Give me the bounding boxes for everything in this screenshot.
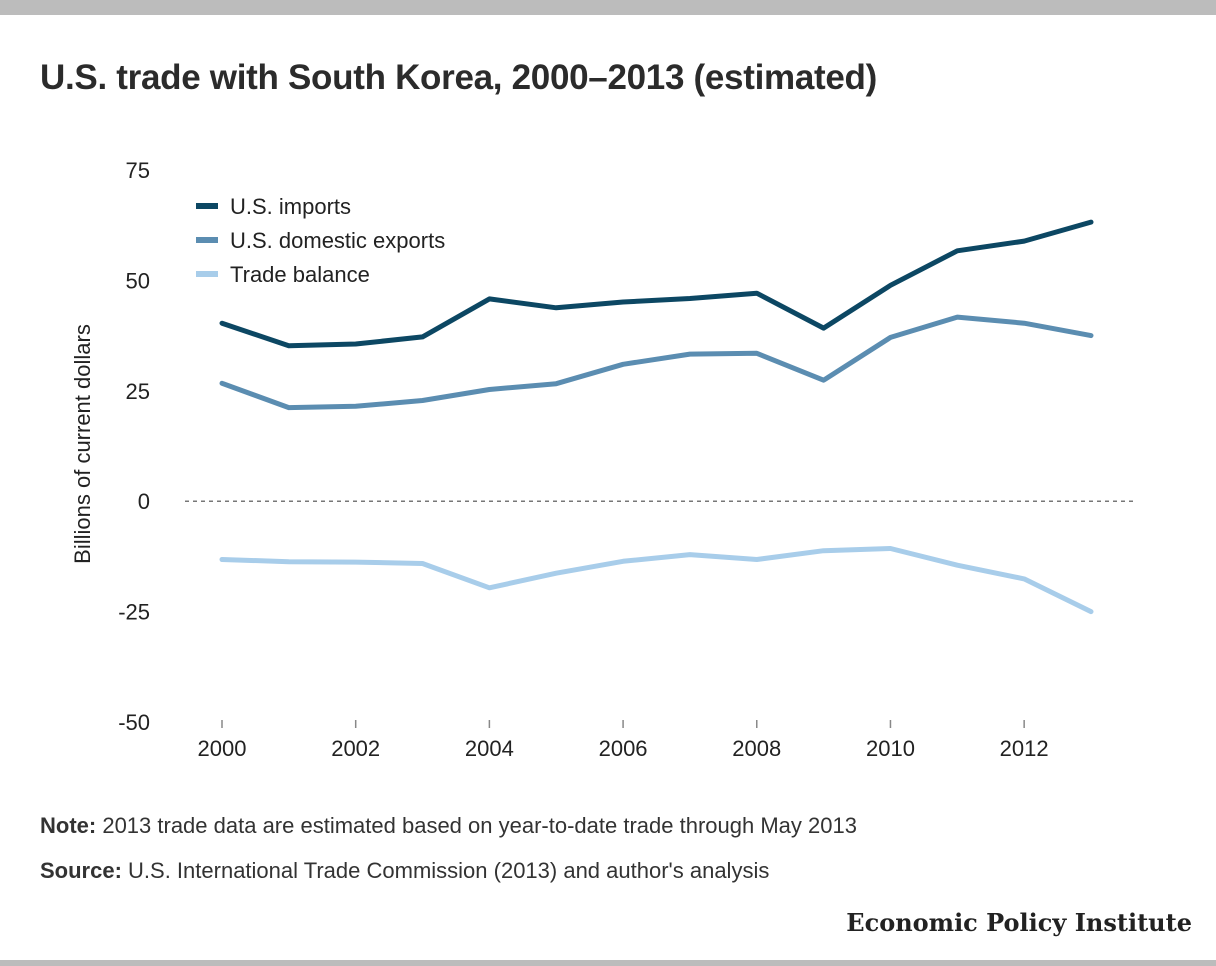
line-chart: 75 50 25 0 -25 -50 Billions of current dollars… — [70, 158, 1136, 761]
y-tick-label: 0 — [138, 489, 150, 514]
x-tick-label: 2008 — [732, 736, 781, 761]
y-tick-label: -25 — [118, 600, 150, 625]
x-axis: 2000 2002 2004 2006 2008 2010 2012 — [198, 720, 1049, 761]
note-text: 2013 trade data are estimated based on y… — [96, 813, 857, 838]
y-tick-label: 50 — [126, 268, 150, 293]
top-border-bar — [0, 0, 1216, 15]
chart-source: Source: U.S. International Trade Commiss… — [40, 858, 769, 884]
legend-label: Trade balance — [230, 262, 370, 287]
x-tick-label: 2010 — [866, 736, 915, 761]
series-line-u-s-domestic-exports — [219, 314, 1094, 411]
y-axis: 75 50 25 0 -25 -50 Billions of current dollars — [70, 158, 150, 735]
source-text: U.S. International Trade Commission (201… — [121, 858, 770, 883]
series-line-trade-balance — [219, 546, 1094, 615]
x-tick-label: 2004 — [465, 736, 514, 761]
legend: U.S. imports U.S. domestic exports Trade b… — [196, 194, 445, 287]
y-tick-label: 25 — [126, 379, 150, 404]
source-label: Source: — [40, 858, 122, 883]
chart-note: Note: 2013 trade data are estimated base… — [40, 813, 857, 839]
y-tick-label: 75 — [126, 158, 150, 183]
series-line-u-s-imports — [219, 219, 1094, 349]
x-tick-label: 2000 — [198, 736, 247, 761]
chart-title: U.S. trade with South Korea, 2000–2013 (… — [40, 58, 877, 97]
legend-label: U.S. domestic exports — [230, 228, 445, 253]
x-tick-label: 2006 — [599, 736, 648, 761]
x-tick-label: 2012 — [1000, 736, 1049, 761]
legend-label: U.S. imports — [230, 194, 351, 219]
publisher-logo-text: Economic Policy Institute — [846, 908, 1192, 937]
x-tick-label: 2002 — [331, 736, 380, 761]
y-tick-label: -50 — [118, 710, 150, 735]
y-axis-label: Billions of current dollars — [70, 324, 95, 564]
note-label: Note: — [40, 813, 97, 838]
bottom-border-bar — [0, 960, 1216, 966]
series-lines — [219, 219, 1094, 615]
